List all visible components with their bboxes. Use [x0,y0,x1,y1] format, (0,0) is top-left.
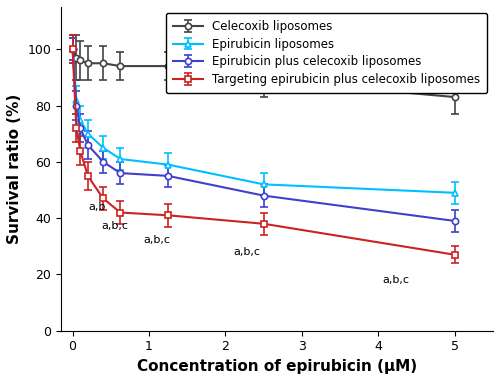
Text: a,b,c: a,b,c [233,247,260,257]
Text: a,b,c: a,b,c [102,221,128,231]
Text: a,b,c: a,b,c [143,235,170,245]
X-axis label: Concentration of epirubicin (μM): Concentration of epirubicin (μM) [137,359,417,374]
Y-axis label: Survival ratio (%): Survival ratio (%) [7,94,22,244]
Text: a,b,c: a,b,c [382,275,409,285]
Text: a,b: a,b [88,202,106,212]
Legend: Celecoxib liposomes, Epirubicin liposomes, Epirubicin plus celecoxib liposomes, : Celecoxib liposomes, Epirubicin liposome… [166,13,487,93]
